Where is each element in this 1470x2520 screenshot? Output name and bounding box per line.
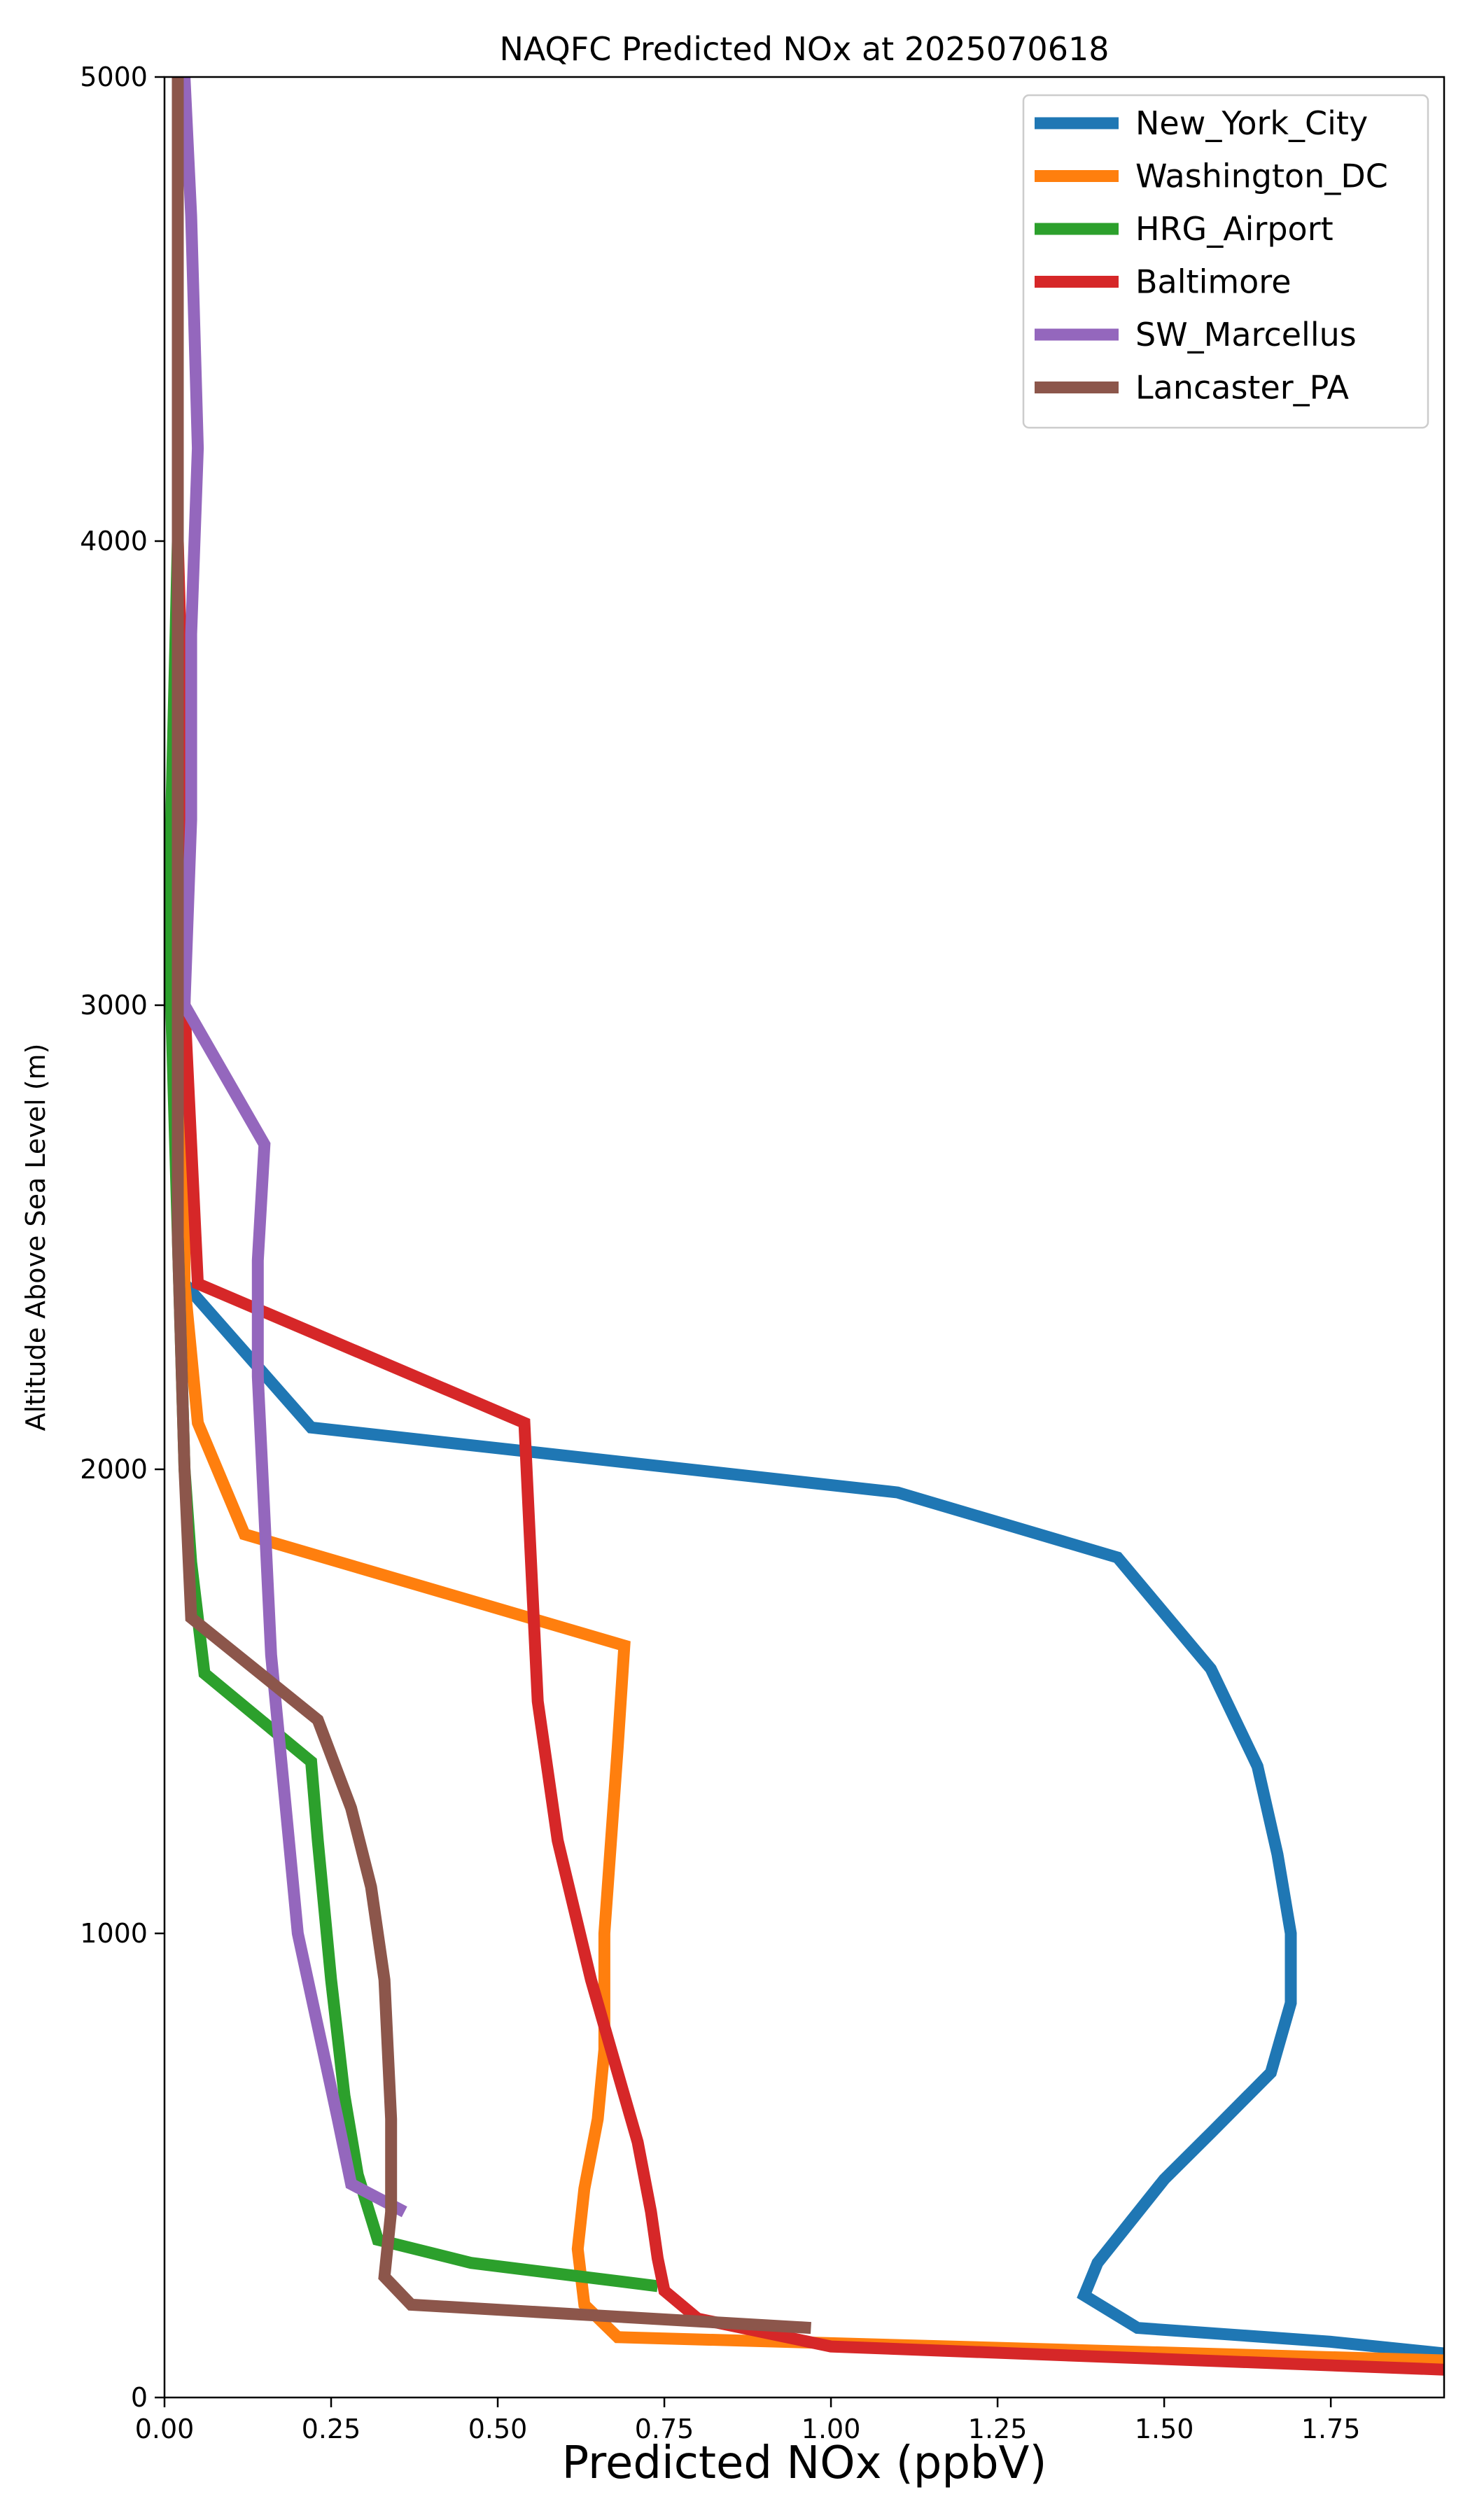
legend-label: HRG_Airport — [1135, 210, 1334, 248]
series-line-hrg-airport — [165, 77, 659, 2292]
x-axis-label: Predicted NOx (ppbV) — [562, 2437, 1047, 2489]
y-axis-label: Altitude Above Sea Level (m) — [20, 1044, 51, 1432]
series-line-washington-dc — [172, 77, 1444, 2367]
y-tick-label: 2000 — [80, 1454, 148, 1485]
series-layer — [165, 77, 1444, 2376]
x-tick-label: 0.75 — [635, 2414, 694, 2444]
legend-label: SW_Marcellus — [1135, 316, 1357, 354]
x-axis: 0.00 0.25 0.50 0.75 1.00 1.25 1.50 1.75 — [135, 2398, 1361, 2444]
y-tick-label: 3000 — [80, 990, 148, 1021]
x-tick-label: 1.25 — [968, 2414, 1028, 2444]
legend-box — [1022, 94, 1429, 429]
legend-label: Lancaster_PA — [1135, 369, 1349, 407]
x-tick-label: 0.25 — [302, 2414, 361, 2444]
x-tick-label: 1.75 — [1301, 2414, 1361, 2444]
y-tick-label: 5000 — [80, 62, 148, 92]
y-axis: 0 1000 2000 3000 4000 5000 — [80, 62, 164, 2413]
legend-label: Washington_DC — [1135, 158, 1388, 195]
y-tick-label: 0 — [131, 2382, 148, 2413]
series-line-new-york-city — [172, 77, 1444, 2360]
chart-title: NAQFC Predicted NOx at 2025070618 — [499, 30, 1109, 68]
plot-frame — [163, 76, 1446, 2399]
x-tick-label: 0.50 — [468, 2414, 528, 2444]
legend-label: Baltimore — [1135, 263, 1292, 301]
x-tick-label: 1.00 — [802, 2414, 861, 2444]
x-tick-label: 0.00 — [135, 2414, 195, 2444]
x-tick-label: 1.50 — [1135, 2414, 1194, 2444]
legend-label: New_York_City — [1135, 104, 1368, 142]
series-line-sw-marcellus — [178, 77, 407, 2218]
y-tick-label: 4000 — [80, 526, 148, 556]
series-line-lancaster-pa — [172, 77, 811, 2334]
legend: New_York_City Washington_DC HRG_Airport Bal… — [1022, 94, 1429, 429]
y-tick-label: 1000 — [80, 1918, 148, 1949]
